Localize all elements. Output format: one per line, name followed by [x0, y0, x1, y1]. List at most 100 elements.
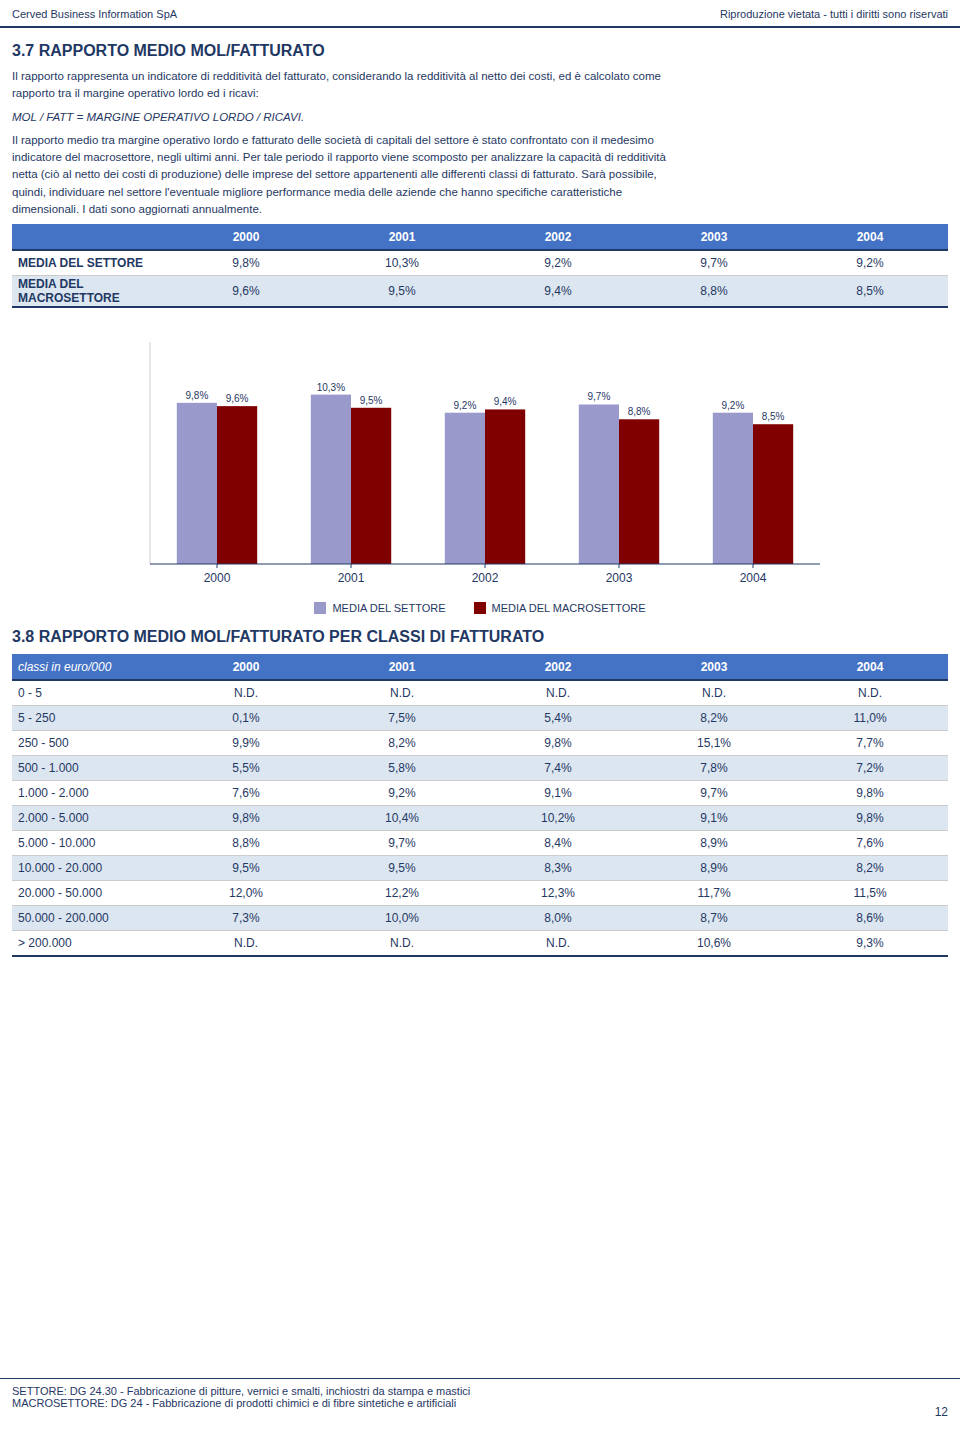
- legend-item: MEDIA DEL SETTORE: [314, 602, 445, 614]
- bar: [579, 404, 619, 564]
- table-row: 250 - 5009,9%8,2%9,8%15,1%7,7%: [12, 731, 948, 756]
- section-title: 3.8 RAPPORTO MEDIO MOL/FATTURATO PER CLA…: [12, 628, 948, 646]
- table-cell: 9,4%: [480, 276, 636, 308]
- table-header-cell: 2000: [168, 224, 324, 250]
- bars: [177, 395, 793, 564]
- bar: [445, 413, 485, 564]
- section-title: 3.7 RAPPORTO MEDIO MOL/FATTURATO: [12, 42, 948, 60]
- table-body: 0 - 5N.D.N.D.N.D.N.D.N.D.5 - 2500,1%7,5%…: [12, 680, 948, 956]
- header-right: Riproduzione vietata - tutti i diritti s…: [720, 8, 948, 20]
- table-header-cell: 2004: [792, 654, 948, 680]
- table-row: MEDIA DEL SETTORE9,8%10,3%9,2%9,7%9,2%: [12, 250, 948, 276]
- table-cell: 9,2%: [324, 781, 480, 806]
- x-tick-label: 2000: [204, 571, 231, 585]
- table-cell: 5,5%: [168, 756, 324, 781]
- page: {"page": { "header_left": "Cerved Busine…: [0, 0, 960, 1429]
- table-cell: 8,8%: [636, 276, 792, 308]
- table-3-8: classi in euro/000200020012002200320040 …: [12, 654, 948, 957]
- x-tick: [753, 564, 754, 568]
- row-label: 20.000 - 50.000: [12, 881, 168, 906]
- table-cell: 8,9%: [636, 856, 792, 881]
- x-tick: [485, 564, 486, 568]
- chart: 9,8%10,3%9,2%9,7%9,2%9,6%9,5%9,4%8,8%8,5…: [12, 318, 948, 614]
- x-tick: [217, 564, 218, 568]
- table-cell: 9,8%: [480, 731, 636, 756]
- table-row: 2.000 - 5.0009,8%10,4%10,2%9,1%9,8%: [12, 806, 948, 831]
- row-label: 10.000 - 20.000: [12, 856, 168, 881]
- legend-swatch: [474, 602, 486, 614]
- paragraph: Il rapporto rappresenta un indicatore di…: [12, 68, 948, 103]
- bar: [177, 403, 217, 564]
- table-header-cell: 2003: [636, 224, 792, 250]
- table-head: classi in euro/00020002001200220032004: [12, 654, 948, 680]
- data-label: 10,3%: [317, 382, 345, 393]
- bar: [311, 395, 351, 564]
- table-cell: 8,5%: [792, 276, 948, 308]
- formula: MOL / FATT = MARGINE OPERATIVO LORDO / R…: [12, 109, 948, 126]
- table-header-cell: 2001: [324, 224, 480, 250]
- data-label: 9,6%: [226, 393, 249, 404]
- table-row: MEDIA DEL MACROSETTORE9,6%9,5%9,4%8,8%8,…: [12, 276, 948, 308]
- x-tick: [619, 564, 620, 568]
- row-label: > 200.000: [12, 931, 168, 957]
- table-cell: 8,2%: [636, 706, 792, 731]
- x-tick-label: 2002: [472, 571, 499, 585]
- row-label: 5 - 250: [12, 706, 168, 731]
- table-cell: 7,3%: [168, 906, 324, 931]
- x-tick-label: 2001: [338, 571, 365, 585]
- legend-label: MEDIA DEL SETTORE: [332, 602, 445, 614]
- table-row: 5 - 2500,1%7,5%5,4%8,2%11,0%: [12, 706, 948, 731]
- data-label: 9,2%: [454, 400, 477, 411]
- table-cell: 9,3%: [792, 931, 948, 957]
- table-cell: 9,2%: [792, 250, 948, 276]
- table-cell: 9,5%: [324, 856, 480, 881]
- data-label: 9,7%: [588, 391, 611, 402]
- data-label: 9,8%: [186, 390, 209, 401]
- table-cell: 10,3%: [324, 250, 480, 276]
- table-cell: N.D.: [636, 680, 792, 706]
- table-cell: 7,7%: [792, 731, 948, 756]
- table-row: 20.000 - 50.00012,0%12,2%12,3%11,7%11,5%: [12, 881, 948, 906]
- data-label: 8,8%: [628, 406, 651, 417]
- row-label: MEDIA DEL SETTORE: [12, 250, 168, 276]
- table-header-row: classi in euro/00020002001200220032004: [12, 654, 948, 680]
- legend-item: MEDIA DEL MACROSETTORE: [474, 602, 646, 614]
- table-cell: 8,8%: [168, 831, 324, 856]
- row-label: 1.000 - 2.000: [12, 781, 168, 806]
- row-label: MEDIA DEL MACROSETTORE: [12, 276, 168, 308]
- table-header-cell: 2002: [480, 654, 636, 680]
- table-cell: 9,8%: [168, 806, 324, 831]
- table-cell: 9,2%: [480, 250, 636, 276]
- table-cell: 5,8%: [324, 756, 480, 781]
- table-row: 500 - 1.0005,5%5,8%7,4%7,8%7,2%: [12, 756, 948, 781]
- table-cell: 10,2%: [480, 806, 636, 831]
- table-cell: 11,0%: [792, 706, 948, 731]
- table-cell: 9,8%: [792, 806, 948, 831]
- row-label: 50.000 - 200.000: [12, 906, 168, 931]
- row-label: 500 - 1.000: [12, 756, 168, 781]
- chart-svg: 9,8%10,3%9,2%9,7%9,2%9,6%9,5%9,4%8,8%8,5…: [120, 318, 840, 598]
- table-cell: 9,6%: [168, 276, 324, 308]
- table-cell: 8,0%: [480, 906, 636, 931]
- table-row: 5.000 - 10.0008,8%9,7%8,4%8,9%7,6%: [12, 831, 948, 856]
- page-footer: SETTORE: DG 24.30 - Fabbricazione di pit…: [0, 1378, 960, 1429]
- table-row: 0 - 5N.D.N.D.N.D.N.D.N.D.: [12, 680, 948, 706]
- table-cell: 9,5%: [324, 276, 480, 308]
- table-cell: 7,5%: [324, 706, 480, 731]
- table-cell: 7,8%: [636, 756, 792, 781]
- table-cell: 7,2%: [792, 756, 948, 781]
- table-cell: 5,4%: [480, 706, 636, 731]
- table-cell: 9,1%: [480, 781, 636, 806]
- legend-swatch: [314, 602, 326, 614]
- table-cell: 9,9%: [168, 731, 324, 756]
- data-label: 9,5%: [360, 395, 383, 406]
- page-header: Cerved Business Information SpARiproduzi…: [0, 0, 960, 28]
- table-cell: 12,2%: [324, 881, 480, 906]
- table-cell: 8,3%: [480, 856, 636, 881]
- table-cell: N.D.: [324, 931, 480, 957]
- legend: MEDIA DEL SETTORE MEDIA DEL MACROSETTORE: [314, 602, 645, 614]
- table-cell: 12,3%: [480, 881, 636, 906]
- data-label: 9,4%: [494, 396, 517, 407]
- table-row: 50.000 - 200.0007,3%10,0%8,0%8,7%8,6%: [12, 906, 948, 931]
- table-header-cell: 2001: [324, 654, 480, 680]
